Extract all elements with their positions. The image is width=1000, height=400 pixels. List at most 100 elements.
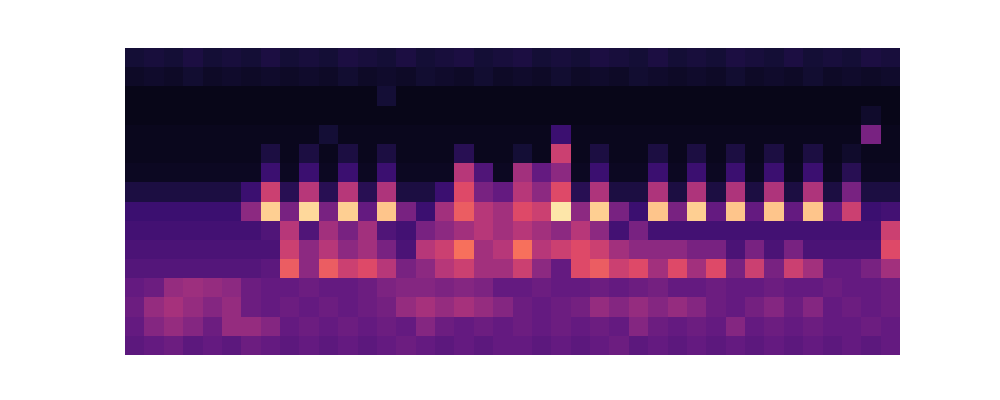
heatmap-cell	[745, 48, 765, 68]
heatmap-cell	[706, 221, 726, 241]
heatmap-cell	[338, 125, 358, 145]
heatmap-cell	[551, 106, 571, 126]
heatmap-cell	[745, 86, 765, 106]
heatmap-cell	[280, 317, 300, 337]
heatmap-cell	[551, 336, 571, 355]
heatmap-cell	[183, 144, 203, 164]
heatmap-cell	[338, 336, 358, 355]
heatmap-cell	[241, 278, 261, 298]
heatmap-cell	[164, 240, 184, 260]
heatmap-cell	[261, 48, 281, 68]
heatmap-cell	[241, 336, 261, 355]
heatmap-cell	[454, 202, 474, 222]
heatmap-cell	[493, 48, 513, 68]
heatmap-cell	[280, 125, 300, 145]
heatmap-cell	[842, 67, 862, 87]
heatmap-cell	[609, 48, 629, 68]
heatmap-cell	[648, 125, 668, 145]
heatmap-cell	[764, 278, 784, 298]
heatmap-cell	[474, 317, 494, 337]
heatmap-cell	[803, 259, 823, 279]
heatmap-cell	[299, 202, 319, 222]
heatmap-cell	[823, 317, 843, 337]
heatmap-cell	[668, 125, 688, 145]
heatmap-cell	[474, 48, 494, 68]
heatmap-cell	[745, 144, 765, 164]
heatmap-cell	[164, 182, 184, 202]
heatmap-cell	[571, 336, 591, 355]
heatmap-cell	[609, 163, 629, 183]
heatmap-cell	[784, 202, 804, 222]
heatmap-cell	[687, 202, 707, 222]
heatmap-cell	[609, 221, 629, 241]
heatmap-cell	[745, 317, 765, 337]
heatmap-cell	[222, 86, 242, 106]
heatmap-cell	[551, 278, 571, 298]
heatmap-cell	[164, 86, 184, 106]
heatmap-cell	[493, 144, 513, 164]
heatmap-cell	[706, 202, 726, 222]
heatmap-cell	[532, 144, 552, 164]
heatmap-cell	[183, 86, 203, 106]
heatmap-cell	[648, 221, 668, 241]
heatmap-cell	[881, 278, 900, 298]
heatmap-cell	[319, 182, 339, 202]
heatmap-cell	[493, 317, 513, 337]
heatmap-cell	[493, 259, 513, 279]
heatmap-cell	[590, 259, 610, 279]
heatmap-cell	[745, 125, 765, 145]
heatmap-cell	[125, 278, 145, 298]
heatmap-cell	[571, 202, 591, 222]
heatmap-cell	[551, 144, 571, 164]
heatmap-cell	[280, 202, 300, 222]
heatmap-cell	[532, 336, 552, 355]
heatmap-cell	[551, 240, 571, 260]
heatmap-cell	[474, 202, 494, 222]
heatmap-cell	[590, 221, 610, 241]
heatmap-cell	[551, 67, 571, 87]
heatmap-cell	[396, 240, 416, 260]
heatmap-cell	[803, 278, 823, 298]
heatmap-cell	[416, 182, 436, 202]
heatmap-cell	[241, 67, 261, 87]
heatmap-cell	[513, 336, 533, 355]
heatmap-cell	[668, 144, 688, 164]
heatmap-cell	[377, 86, 397, 106]
heatmap-cell	[803, 182, 823, 202]
heatmap-cell	[144, 202, 164, 222]
heatmap-cell	[726, 125, 746, 145]
heatmap-cell	[551, 221, 571, 241]
heatmap-cell	[668, 106, 688, 126]
heatmap-cell	[842, 106, 862, 126]
heatmap-cell	[842, 278, 862, 298]
heatmap-cell	[687, 86, 707, 106]
heatmap-cell	[377, 297, 397, 317]
heatmap-cell	[706, 144, 726, 164]
heatmap-cell	[823, 202, 843, 222]
heatmap-cell	[474, 86, 494, 106]
heatmap-cell	[319, 144, 339, 164]
heatmap-cell	[493, 278, 513, 298]
heatmap-cell	[474, 240, 494, 260]
heatmap-cell	[222, 106, 242, 126]
heatmap-cell	[125, 259, 145, 279]
heatmap-cell	[726, 106, 746, 126]
heatmap-cell	[474, 182, 494, 202]
heatmap-cell	[861, 144, 881, 164]
heatmap-cell	[203, 144, 223, 164]
heatmap-cell	[861, 317, 881, 337]
heatmap-cell	[144, 297, 164, 317]
heatmap-cell	[726, 202, 746, 222]
heatmap-cell	[203, 336, 223, 355]
heatmap-cell	[222, 221, 242, 241]
heatmap-cell	[706, 336, 726, 355]
heatmap-cell	[784, 86, 804, 106]
heatmap-cell	[396, 317, 416, 337]
heatmap-cell	[280, 221, 300, 241]
heatmap-cell	[377, 163, 397, 183]
heatmap-cell	[416, 221, 436, 241]
heatmap-cell	[571, 125, 591, 145]
heatmap-cell	[687, 278, 707, 298]
heatmap-cell	[513, 202, 533, 222]
heatmap-cell	[493, 336, 513, 355]
